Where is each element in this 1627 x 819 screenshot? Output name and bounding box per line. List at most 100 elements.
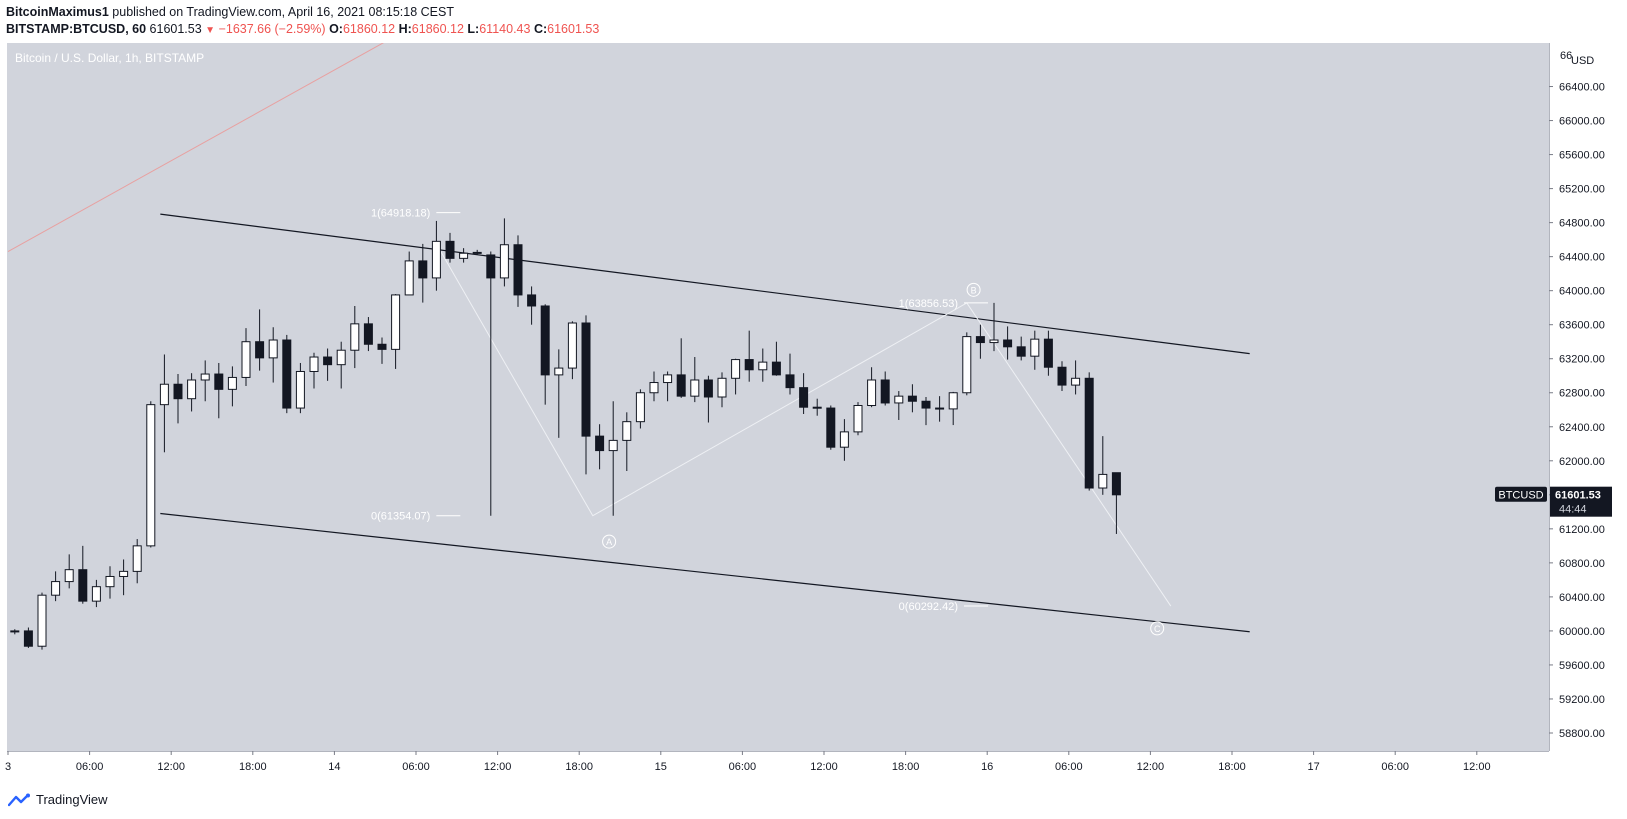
y-tick-label: 64400.00 [1559,252,1605,264]
y-tick-label: 65200.00 [1559,184,1605,196]
published-text: published on TradingView.com, April 16, … [112,5,454,19]
channel-lower-line[interactable] [160,512,1250,633]
candle [323,348,333,381]
candle-body-up [459,252,469,259]
candle [1057,361,1067,392]
candle-body-up [962,336,972,394]
candle-body-up [51,581,61,596]
candle [935,396,945,422]
tradingview-brand-text: TradingView [36,792,108,807]
candle [445,232,455,263]
candle [350,305,360,369]
candle [255,309,265,371]
wave-label: B [966,282,981,297]
high-label: H: [398,22,412,36]
price-tag-text: 61601.53 [1555,490,1601,502]
y-tick-label: 63200.00 [1559,354,1605,366]
descending-channel[interactable] [160,213,1250,633]
candle [336,341,346,389]
candle-body-down [1057,366,1067,386]
publish-header: BitcoinMaximus1 published on TradingView… [6,5,454,19]
red-trend-line-group [7,39,390,252]
candle-body-down [1084,377,1094,489]
candle-body-down [377,343,387,350]
candle-body-up [622,421,632,441]
y-tick-label: 65600.00 [1559,150,1605,162]
candle [268,327,278,383]
price-axis[interactable]: 58800.00 59200.00 59600.00 60000.00 60400.00… [1549,82,1605,740]
candle [989,302,999,352]
candle [1098,436,1108,495]
candle-body-down [527,294,537,307]
y-tick-label: 59600.00 [1559,660,1605,672]
candle-body-up [472,251,482,254]
candle-body-up [731,359,741,379]
candle-body-up [499,244,509,279]
candle [663,371,673,402]
tradingview-logo[interactable]: TradingView [8,792,108,807]
y-tick-label: 66400.00 [1559,82,1605,94]
candle [717,372,727,408]
close-label: C: [533,22,548,36]
candle [649,371,659,402]
candle [486,251,496,516]
y-tick-label: 58800.00 [1559,728,1605,740]
candle [513,235,523,307]
candle [554,349,564,438]
y-tick-label: 61200.00 [1559,524,1605,536]
candle-body-down [703,379,713,398]
y-tick-label: 64800.00 [1559,218,1605,230]
time-axis[interactable]: 3 06:00 12:00 18:00 14 06:00 12:00 18:00 15 06:00… [5,751,1491,773]
close-value: 61601.53 [547,22,600,36]
candle [703,375,713,423]
candles-group [10,218,1121,650]
chart-container[interactable]: Bitcoin / U.S. Dollar, 1h, BITSTAMP USD … [0,39,1627,780]
y-tick-label: 59200.00 [1559,694,1605,706]
countdown-text: 44:44 [1559,504,1587,516]
candle [64,554,74,589]
author-name[interactable]: BitcoinMaximus1 [6,5,109,19]
symbol-tag-text: BTCUSD [1498,490,1543,502]
candle-body-up [554,367,564,376]
candle-body-up [690,379,700,397]
candle-body-down [214,373,224,390]
candlestick-chart[interactable]: Bitcoin / U.S. Dollar, 1h, BITSTAMP USD … [0,39,1627,780]
candle [78,545,88,604]
candle [309,352,319,389]
y-top-partial-label: 66 [1560,50,1572,62]
candle-body-up [91,586,101,602]
candle-body-up [187,379,197,400]
candle-body-up [1030,338,1040,357]
candle-body-down [812,406,822,409]
candle [391,294,401,369]
high-value: 61860.12 [411,22,464,36]
x-tick-label: 06:00 [1055,761,1083,773]
x-tick-label: 12:00 [157,761,185,773]
candle [173,374,183,424]
channel-upper-line[interactable] [160,213,1250,355]
candle-body-down [799,387,809,408]
y-tick-label: 64000.00 [1559,286,1605,298]
y-tick-label: 60000.00 [1559,626,1605,638]
candle-body-down [323,356,333,366]
candle [799,373,809,415]
x-tick-label: 14 [328,761,340,773]
candle [282,334,292,414]
candle [975,324,985,359]
candle [676,338,686,398]
candle [1003,326,1013,360]
ohlc-header: BITSTAMP:BTCUSD, 60 61601.53 ▼ −1637.66 … [6,22,599,36]
candle [91,579,101,608]
candle-body-down [23,630,33,647]
candle [622,412,632,472]
x-tick-label: 15 [655,761,667,773]
candle [187,373,197,412]
candle [51,571,61,602]
wave-label-circle [966,282,981,297]
candle-body-up [663,374,673,384]
last-price: 61601.53 [149,22,202,36]
down-arrow-icon: ▼ [205,25,216,36]
candle-body-up [295,370,305,409]
candle [867,367,877,408]
candle-body-down [771,361,781,376]
